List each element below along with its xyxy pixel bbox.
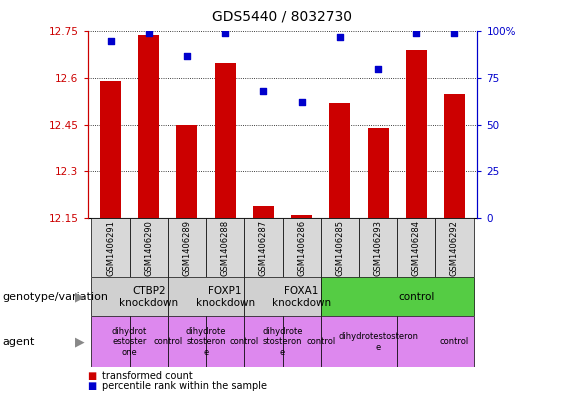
Text: GSM1406290: GSM1406290 (144, 220, 153, 275)
Text: GSM1406291: GSM1406291 (106, 220, 115, 275)
Bar (129, 218, 168, 277)
Text: transformed count: transformed count (102, 371, 193, 382)
Text: GSM1406284: GSM1406284 (412, 220, 421, 275)
Text: control: control (229, 338, 259, 346)
Bar (397, 316, 473, 367)
Bar (359, 218, 397, 277)
Text: agent: agent (3, 337, 35, 347)
Bar (282, 316, 321, 367)
Text: control: control (440, 338, 469, 346)
Point (144, 30, 153, 37)
Text: GSM1406292: GSM1406292 (450, 220, 459, 275)
Point (221, 30, 230, 37)
Text: ■: ■ (88, 371, 97, 382)
Point (373, 66, 383, 72)
Text: dihydrotestosteron
e: dihydrotestosteron e (338, 332, 418, 352)
Bar (168, 277, 244, 316)
Bar (92, 277, 168, 316)
Point (259, 88, 268, 94)
Bar (215, 62, 236, 218)
Bar (168, 316, 206, 367)
Text: ▶: ▶ (75, 290, 85, 303)
Text: CTBP2
knockdown: CTBP2 knockdown (119, 286, 179, 307)
Bar (282, 218, 321, 277)
Text: FOXP1
knockdown: FOXP1 knockdown (195, 286, 255, 307)
Point (412, 30, 421, 37)
Bar (244, 316, 282, 367)
Point (335, 34, 344, 40)
Bar (321, 316, 397, 367)
Bar (321, 218, 359, 277)
Text: GDS5440 / 8032730: GDS5440 / 8032730 (212, 10, 353, 24)
Text: genotype/variation: genotype/variation (3, 292, 109, 302)
Text: percentile rank within the sample: percentile rank within the sample (102, 381, 267, 391)
Point (297, 99, 306, 105)
Text: GSM1406289: GSM1406289 (182, 220, 192, 275)
Bar (397, 218, 436, 277)
Bar (253, 206, 274, 218)
Bar (92, 218, 129, 277)
Bar (168, 218, 206, 277)
Text: dihydrot
estoster
one: dihydrot estoster one (112, 327, 147, 357)
Text: ▶: ▶ (75, 335, 85, 349)
Bar (368, 128, 389, 218)
Bar (436, 218, 473, 277)
Point (106, 38, 115, 44)
Bar (406, 50, 427, 218)
Text: GSM1406285: GSM1406285 (336, 220, 344, 275)
Text: GSM1406286: GSM1406286 (297, 220, 306, 275)
Text: dihydrote
stosteron
e: dihydrote stosteron e (186, 327, 227, 357)
Bar (92, 316, 129, 367)
Bar (129, 316, 168, 367)
Point (450, 30, 459, 37)
Text: control: control (398, 292, 434, 302)
Text: dihydrote
stosteron
e: dihydrote stosteron e (262, 327, 303, 357)
Text: control: control (306, 338, 336, 346)
Text: GSM1406287: GSM1406287 (259, 220, 268, 275)
Bar (444, 94, 465, 218)
Bar (291, 215, 312, 218)
Bar (206, 316, 244, 367)
Bar (206, 218, 244, 277)
Bar (329, 103, 350, 218)
Text: GSM1406293: GSM1406293 (373, 220, 383, 275)
Text: GSM1406288: GSM1406288 (221, 220, 229, 275)
Text: FOXA1
knockdown: FOXA1 knockdown (272, 286, 331, 307)
Bar (321, 277, 473, 316)
Bar (244, 218, 282, 277)
Bar (244, 277, 321, 316)
Bar (176, 125, 197, 218)
Bar (138, 35, 159, 218)
Text: ■: ■ (88, 381, 97, 391)
Text: control: control (153, 338, 182, 346)
Bar (100, 81, 121, 218)
Point (182, 53, 192, 59)
